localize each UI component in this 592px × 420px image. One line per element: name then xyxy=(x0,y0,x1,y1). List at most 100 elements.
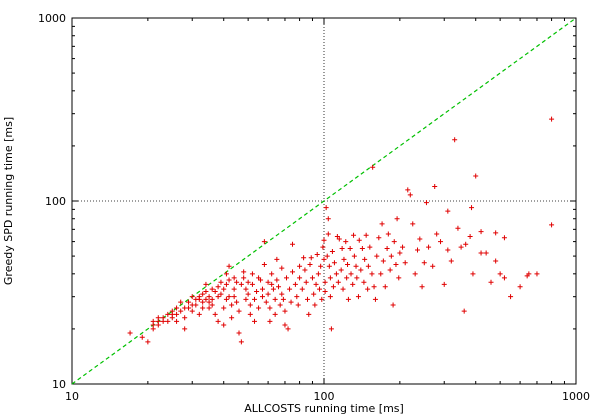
data-point xyxy=(272,311,278,317)
data-point xyxy=(327,294,333,300)
data-point xyxy=(341,256,347,262)
data-point xyxy=(320,244,326,250)
data-point xyxy=(321,237,327,243)
data-point xyxy=(524,273,530,279)
data-point xyxy=(165,318,171,324)
data-point xyxy=(238,281,244,287)
data-point xyxy=(330,284,336,290)
data-point xyxy=(292,281,298,287)
data-point xyxy=(178,308,184,314)
data-point xyxy=(287,286,293,292)
data-point xyxy=(469,205,475,211)
data-point xyxy=(243,296,249,302)
data-point xyxy=(282,308,288,314)
data-point xyxy=(252,296,258,302)
data-point xyxy=(238,339,244,345)
data-point xyxy=(458,244,464,250)
data-point xyxy=(331,260,337,266)
data-point xyxy=(261,239,267,245)
data-point xyxy=(256,305,262,311)
data-point xyxy=(336,236,342,242)
data-point xyxy=(279,291,285,297)
data-point xyxy=(317,286,323,292)
data-point xyxy=(321,256,327,262)
data-point xyxy=(318,263,324,269)
data-point xyxy=(203,289,209,295)
data-point xyxy=(234,299,240,305)
data-point xyxy=(423,200,429,206)
data-point xyxy=(361,279,367,285)
data-point xyxy=(182,326,188,332)
data-point xyxy=(165,311,171,317)
data-point xyxy=(303,279,309,285)
data-point xyxy=(241,269,247,275)
data-point xyxy=(218,291,224,297)
data-point xyxy=(155,315,161,321)
data-point xyxy=(370,164,376,170)
data-point xyxy=(430,263,436,269)
data-point xyxy=(374,253,380,259)
data-point xyxy=(285,326,291,332)
data-point xyxy=(549,116,555,122)
data-point xyxy=(470,271,476,277)
data-point xyxy=(382,284,388,290)
data-point xyxy=(517,284,523,290)
data-point xyxy=(200,291,206,297)
data-points xyxy=(127,116,555,345)
data-point xyxy=(313,281,319,287)
data-point xyxy=(315,271,321,277)
data-point xyxy=(501,275,507,281)
data-point xyxy=(388,253,394,259)
data-point xyxy=(473,173,479,179)
data-point xyxy=(218,279,224,285)
data-point xyxy=(339,246,345,252)
x-tick-label: 10 xyxy=(65,390,79,403)
data-point xyxy=(263,299,269,305)
data-point xyxy=(160,315,166,321)
data-point xyxy=(393,261,399,267)
data-point xyxy=(269,281,275,287)
data-point xyxy=(269,271,275,277)
data-point xyxy=(127,330,133,336)
data-point xyxy=(245,279,251,285)
data-point xyxy=(200,299,206,305)
data-point xyxy=(348,271,354,277)
data-point xyxy=(391,239,397,245)
data-point xyxy=(270,286,276,292)
data-point xyxy=(209,296,215,302)
data-point xyxy=(221,286,227,292)
y-tick-label: 10 xyxy=(52,378,66,391)
data-point xyxy=(400,244,406,250)
data-point xyxy=(223,281,229,287)
data-point xyxy=(358,267,364,273)
data-point xyxy=(206,305,212,311)
data-point xyxy=(432,184,438,190)
data-point xyxy=(150,318,156,324)
data-point xyxy=(325,216,331,222)
data-point xyxy=(277,302,283,308)
axis-ticks: 10 100 1000 10 100 1000 xyxy=(38,12,590,403)
data-point xyxy=(314,252,320,258)
data-point xyxy=(259,286,265,292)
data-point xyxy=(334,233,340,239)
data-point xyxy=(223,296,229,302)
data-point xyxy=(288,299,294,305)
data-point xyxy=(259,294,265,300)
data-point xyxy=(243,286,249,292)
data-point xyxy=(231,286,237,292)
data-point xyxy=(488,279,494,285)
data-point xyxy=(356,237,362,243)
data-point xyxy=(338,267,344,273)
data-point xyxy=(280,296,286,302)
data-point xyxy=(279,265,285,271)
data-point xyxy=(215,318,221,324)
data-point xyxy=(301,255,307,261)
y-axis-label: Greedy SPD running time [ms] xyxy=(2,117,15,285)
data-point xyxy=(234,279,240,285)
data-point xyxy=(483,250,489,256)
data-point xyxy=(345,261,351,267)
data-point xyxy=(284,275,290,281)
data-point xyxy=(351,232,357,238)
data-point xyxy=(501,235,507,241)
data-point xyxy=(206,299,212,305)
